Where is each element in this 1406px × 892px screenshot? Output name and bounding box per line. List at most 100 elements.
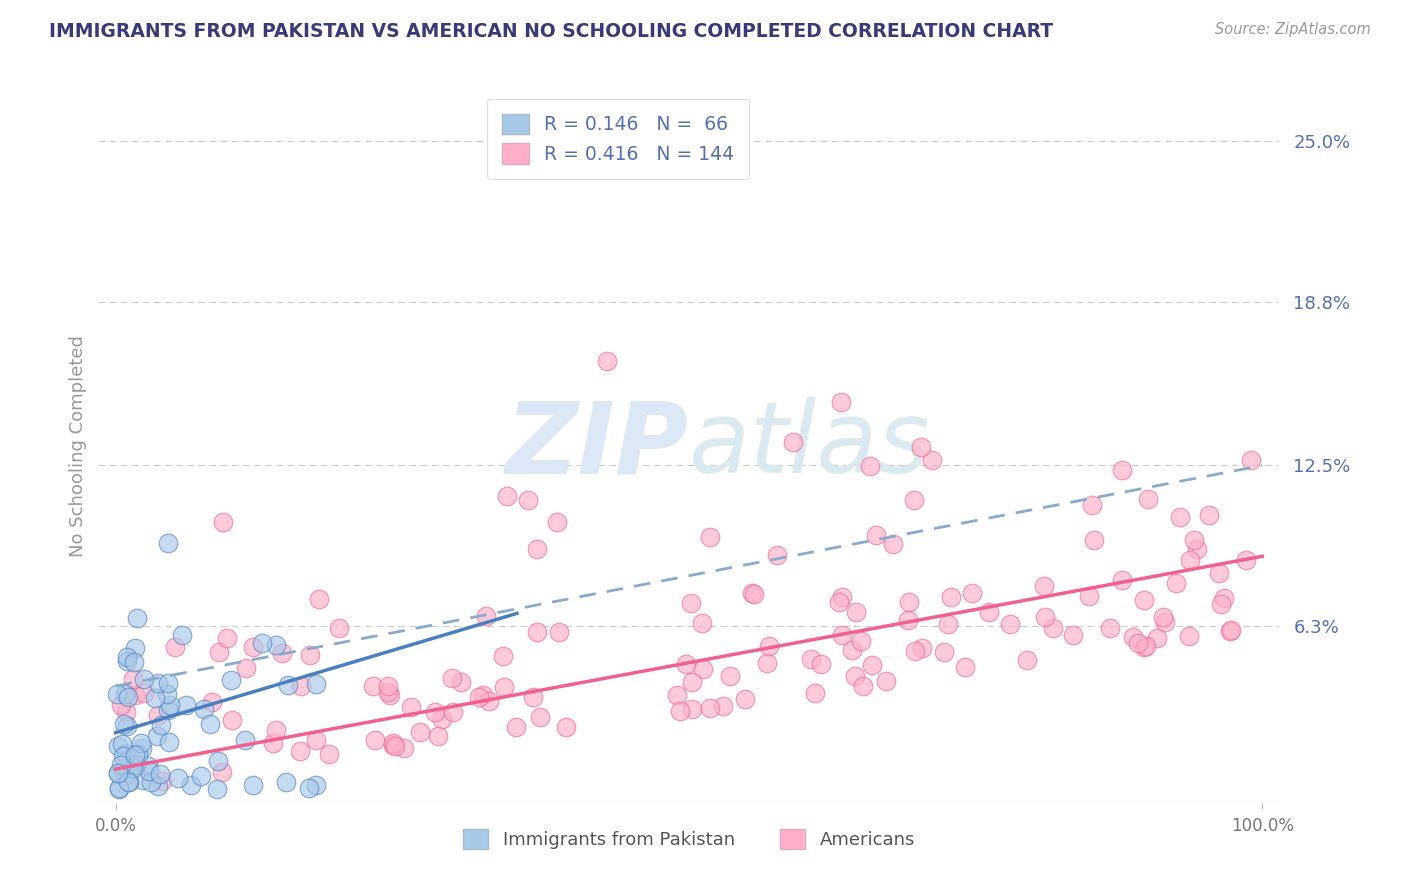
Y-axis label: No Schooling Completed: No Schooling Completed xyxy=(69,335,87,557)
Point xyxy=(290,679,312,693)
Point xyxy=(1042,621,1064,635)
Point xyxy=(304,733,326,747)
Point xyxy=(377,685,399,699)
Point xyxy=(1133,640,1156,654)
Point xyxy=(121,761,143,775)
Point xyxy=(207,754,229,768)
Point xyxy=(107,766,129,780)
Point xyxy=(132,686,155,700)
Point xyxy=(110,737,132,751)
Point xyxy=(782,434,804,449)
Point xyxy=(766,548,789,562)
Point xyxy=(125,756,148,771)
Point xyxy=(865,528,887,542)
Text: IMMIGRANTS FROM PAKISTAN VS AMERICAN NO SCHOOLING COMPLETED CORRELATION CHART: IMMIGRANTS FROM PAKISTAN VS AMERICAN NO … xyxy=(49,22,1053,41)
Point xyxy=(122,673,145,687)
Point xyxy=(1111,463,1133,477)
Point xyxy=(208,645,231,659)
Point xyxy=(734,691,756,706)
Point xyxy=(117,649,139,664)
Point xyxy=(318,747,340,762)
Point xyxy=(897,595,920,609)
Point xyxy=(112,748,135,763)
Point xyxy=(163,640,186,655)
Point xyxy=(394,740,416,755)
Point xyxy=(432,712,454,726)
Point xyxy=(201,695,224,709)
Point xyxy=(681,701,703,715)
Point xyxy=(125,610,148,624)
Point xyxy=(526,542,548,557)
Point xyxy=(1234,553,1257,567)
Point xyxy=(516,492,538,507)
Point xyxy=(1015,653,1038,667)
Point xyxy=(277,678,299,692)
Point xyxy=(998,617,1021,632)
Point xyxy=(699,701,721,715)
Point xyxy=(681,674,703,689)
Point xyxy=(665,688,688,702)
Point xyxy=(108,781,131,796)
Point xyxy=(756,657,779,671)
Point xyxy=(494,680,516,694)
Point xyxy=(1062,628,1084,642)
Point xyxy=(692,662,714,676)
Point xyxy=(1098,621,1121,635)
Point xyxy=(124,747,146,762)
Point xyxy=(936,617,959,632)
Point xyxy=(844,669,866,683)
Point xyxy=(852,679,875,693)
Point xyxy=(741,586,763,600)
Point xyxy=(139,774,162,789)
Point xyxy=(115,705,138,719)
Point xyxy=(298,780,321,795)
Point xyxy=(1208,566,1230,580)
Point xyxy=(112,717,135,731)
Point xyxy=(190,769,212,783)
Point xyxy=(167,772,190,786)
Point xyxy=(107,739,129,753)
Point xyxy=(1178,629,1201,643)
Point xyxy=(441,671,464,685)
Point xyxy=(219,673,242,688)
Point xyxy=(381,735,404,749)
Point xyxy=(401,700,423,714)
Point xyxy=(859,459,882,474)
Point xyxy=(1078,589,1101,603)
Point xyxy=(117,775,139,789)
Point xyxy=(205,782,228,797)
Point xyxy=(475,608,498,623)
Point xyxy=(384,739,406,754)
Point xyxy=(472,688,495,702)
Point xyxy=(495,489,517,503)
Point xyxy=(115,654,138,668)
Point xyxy=(669,704,692,718)
Point xyxy=(114,687,136,701)
Point xyxy=(932,644,955,658)
Point xyxy=(1083,533,1105,548)
Point xyxy=(242,640,264,654)
Point xyxy=(1153,615,1175,629)
Point xyxy=(110,758,132,772)
Point xyxy=(1220,623,1243,637)
Point xyxy=(193,702,215,716)
Point xyxy=(441,705,464,719)
Point xyxy=(156,536,179,550)
Point xyxy=(124,757,146,772)
Point xyxy=(266,638,288,652)
Point xyxy=(117,690,139,704)
Point xyxy=(977,605,1000,619)
Point xyxy=(382,738,405,752)
Point xyxy=(468,690,491,704)
Point xyxy=(522,690,544,704)
Point xyxy=(911,641,934,656)
Point xyxy=(212,516,235,530)
Point xyxy=(115,747,138,761)
Point xyxy=(148,779,170,793)
Point xyxy=(118,774,141,789)
Point xyxy=(136,758,159,772)
Point xyxy=(108,782,131,797)
Text: atlas: atlas xyxy=(689,398,931,494)
Text: Source: ZipAtlas.com: Source: ZipAtlas.com xyxy=(1215,22,1371,37)
Point xyxy=(156,687,179,701)
